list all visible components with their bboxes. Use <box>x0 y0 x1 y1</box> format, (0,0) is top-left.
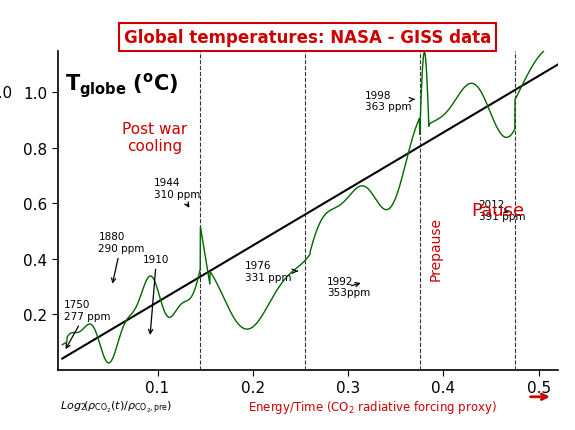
Text: 2012
391 ppm: 2012 391 ppm <box>478 200 525 221</box>
Text: $\mathit{Log}_{2}\!\left(\rho_{\mathrm{CO}_2}(t)/\rho_{\mathrm{CO}_{2},\mathrm{p: $\mathit{Log}_{2}\!\left(\rho_{\mathrm{C… <box>60 399 172 415</box>
Text: 1910: 1910 <box>143 254 170 334</box>
Text: 1944
310 ppm: 1944 310 ppm <box>154 178 200 207</box>
Text: 1976
331 ppm: 1976 331 ppm <box>245 261 297 283</box>
Text: 1.0: 1.0 <box>0 86 13 101</box>
Text: 1998
363 ppm: 1998 363 ppm <box>365 91 415 112</box>
Text: Energy/Time (CO$_2$ radiative forcing proxy): Energy/Time (CO$_2$ radiative forcing pr… <box>248 399 496 415</box>
Title: Global temperatures: NASA - GISS data: Global temperatures: NASA - GISS data <box>124 29 491 47</box>
Text: Post war
cooling: Post war cooling <box>122 121 187 154</box>
Text: Pause: Pause <box>471 202 524 220</box>
Text: 1880
290 ppm: 1880 290 ppm <box>98 232 145 283</box>
Text: 1992
353ppm: 1992 353ppm <box>327 276 370 298</box>
Text: $\mathbf{T}_{\mathbf{globe}}\ \mathbf{(^oC)}$: $\mathbf{T}_{\mathbf{globe}}\ \mathbf{(^… <box>65 71 178 100</box>
Text: Prepause: Prepause <box>429 217 443 281</box>
Text: 1750
277 ppm: 1750 277 ppm <box>64 300 110 348</box>
